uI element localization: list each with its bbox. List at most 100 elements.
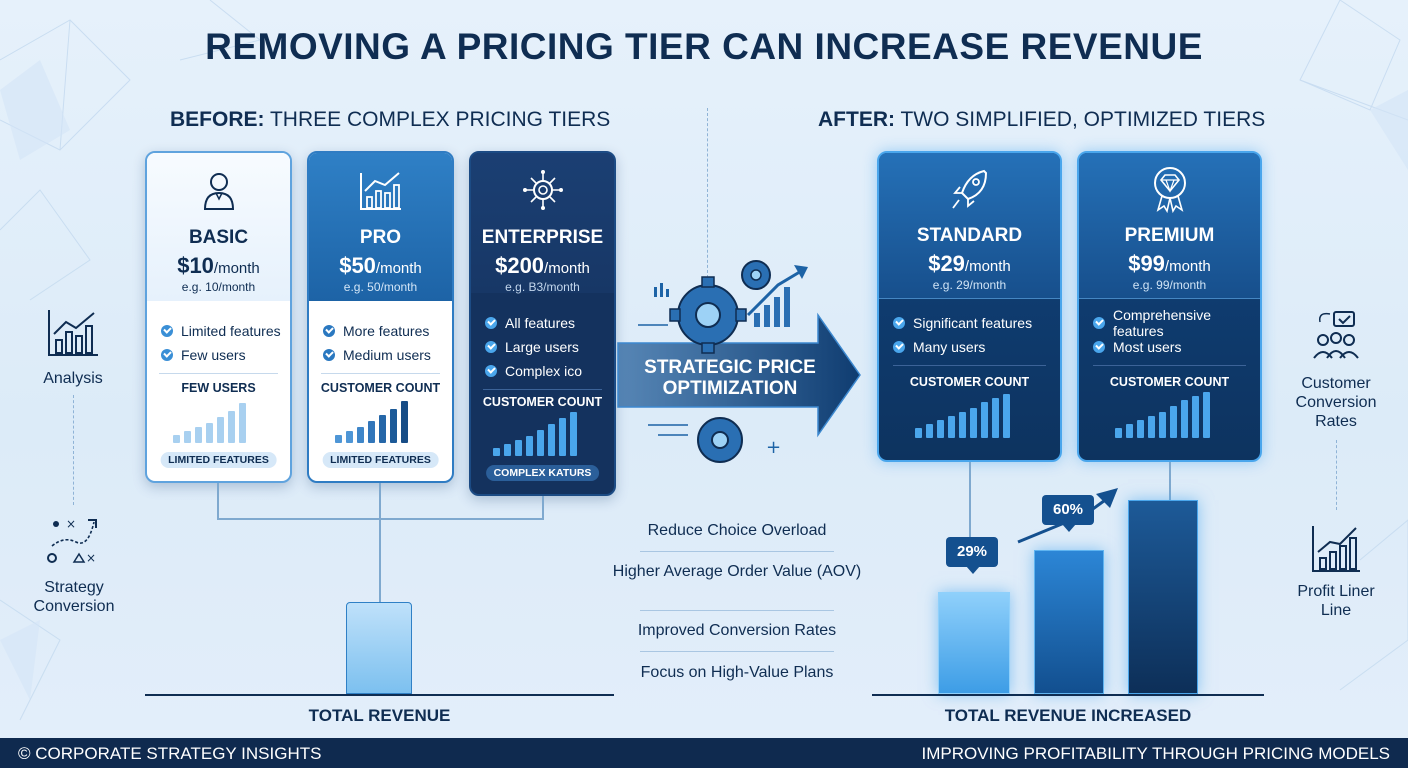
check-icon	[893, 341, 905, 353]
price-example: e.g. 10/month	[181, 280, 256, 294]
count-bar	[1003, 394, 1010, 438]
connector-line	[217, 483, 219, 519]
feature-item: Medium users	[323, 343, 452, 367]
count-bar	[217, 417, 224, 443]
check-icon	[161, 349, 173, 361]
callout-badge: 29%	[946, 537, 998, 567]
growth-chart-icon	[359, 172, 401, 210]
center-dashed-divider	[707, 108, 708, 278]
benefit-item: Improved Conversion Rates	[637, 622, 837, 639]
divider	[893, 365, 1046, 366]
footer-bar: © CORPORATE STRATEGY INSIGHTS IMPROVING …	[0, 738, 1408, 768]
count-bar	[379, 415, 386, 443]
count-bar	[1137, 420, 1144, 438]
count-bar	[184, 431, 191, 443]
count-bar	[559, 418, 566, 456]
profit-chart-icon	[1312, 526, 1360, 572]
count-bar	[992, 398, 999, 438]
feature-text: Large users	[505, 339, 579, 355]
feature-item: Many users	[893, 335, 1060, 359]
benefit-item: Focus on High-Value Plans	[640, 664, 834, 681]
user-icon	[203, 173, 234, 210]
divider	[640, 610, 834, 611]
count-bar	[335, 435, 342, 443]
count-bar	[239, 403, 246, 443]
network-gear-icon	[522, 170, 563, 210]
customer-count-bars	[173, 403, 246, 443]
price-amount: $29	[928, 251, 965, 276]
tier-name: BASIC	[188, 227, 249, 248]
count-label: CUSTOMER COUNT	[1109, 375, 1230, 389]
before-prefix: BEFORE:	[170, 108, 265, 131]
gear-icon	[697, 417, 743, 463]
tier-card-pro: PRO $50/month e.g. 50/month More feature…	[307, 151, 454, 483]
tier-price: $29/month	[879, 251, 1060, 277]
after-heading: AFTER: TWO SIMPLIFIED, OPTIMIZED TIERS	[818, 108, 1265, 132]
price-amount: $50	[339, 253, 376, 278]
customer-count-bars	[1115, 392, 1210, 438]
count-bar	[915, 428, 922, 438]
benefit-item: Higher Average Order Value (AOV)	[612, 563, 862, 580]
callout-pointer	[966, 566, 980, 574]
price-example: e.g. 99/month	[1132, 278, 1207, 292]
count-label: CUSTOMER COUNT	[482, 395, 603, 409]
divider	[159, 373, 278, 374]
count-bar	[959, 412, 966, 438]
check-icon	[1093, 341, 1105, 353]
pro-card-header: PRO $50/month e.g. 50/month	[309, 153, 452, 301]
svg-text:×: ×	[86, 551, 96, 565]
gear-icon	[669, 276, 747, 354]
basic-card-header: BASIC $10/month e.g. 10/month	[147, 153, 290, 301]
count-label: CUSTOMER COUNT	[320, 381, 441, 395]
count-bar	[937, 420, 944, 438]
count-bar	[1115, 428, 1122, 438]
svg-text:×: ×	[66, 517, 76, 531]
after-heading-text: TWO SIMPLIFIED, OPTIMIZED TIERS	[900, 108, 1266, 131]
check-icon	[893, 317, 905, 329]
check-icon	[485, 365, 497, 377]
tier-price: $10/month	[147, 253, 290, 279]
feature-text: More features	[343, 323, 430, 339]
count-bar	[981, 402, 988, 438]
tier-name: ENTERPRISE	[481, 227, 604, 248]
feature-item: Large users	[485, 335, 614, 359]
price-period: /month	[375, 260, 422, 277]
before-revenue-label: TOTAL REVENUE	[308, 706, 451, 725]
revenue-bar-premium	[1128, 500, 1198, 694]
divider	[640, 551, 834, 552]
diamond-badge-icon	[1153, 167, 1186, 213]
connector-line	[542, 496, 544, 519]
count-bar	[1192, 396, 1199, 438]
count-bar	[357, 427, 364, 443]
right-dashed-connector	[1336, 440, 1337, 510]
callout-badge: 60%	[1042, 495, 1094, 525]
footer-right: IMPROVING PROFITABILITY THROUGH PRICING …	[921, 744, 1390, 763]
tier-card-enterprise: ENTERPRISE $200/month e.g. B3/month All …	[469, 151, 616, 496]
strategy-label: Strategy Conversion	[33, 579, 115, 615]
tier-name: PRO	[359, 227, 402, 248]
revenue-bar-standard	[938, 592, 1010, 694]
tier-name: PREMIUM	[1124, 225, 1215, 246]
count-bar	[1203, 392, 1210, 438]
count-bar	[390, 409, 397, 443]
price-amount: $10	[177, 253, 214, 278]
feature-text: Complex ico	[505, 363, 583, 379]
price-example: e.g. 29/month	[932, 278, 1007, 292]
count-bar	[228, 411, 235, 443]
before-revenue-bar	[346, 602, 412, 694]
analysis-chart-icon	[48, 310, 98, 356]
strategic-arrow: +	[617, 260, 861, 463]
divider	[483, 389, 602, 390]
feature-text: All features	[505, 315, 576, 331]
tier-card-standard: STANDARD $29/month e.g. 29/month Signifi…	[877, 151, 1062, 462]
count-label: CUSTOMER COUNT	[909, 375, 1030, 389]
svg-text:+: +	[766, 437, 781, 458]
count-bar	[493, 448, 500, 456]
count-bar	[926, 424, 933, 438]
count-bar	[548, 424, 555, 456]
count-bar	[504, 444, 511, 456]
count-bar	[948, 416, 955, 438]
feature-item: Most users	[1093, 335, 1260, 359]
feature-text: Most users	[1113, 339, 1182, 355]
